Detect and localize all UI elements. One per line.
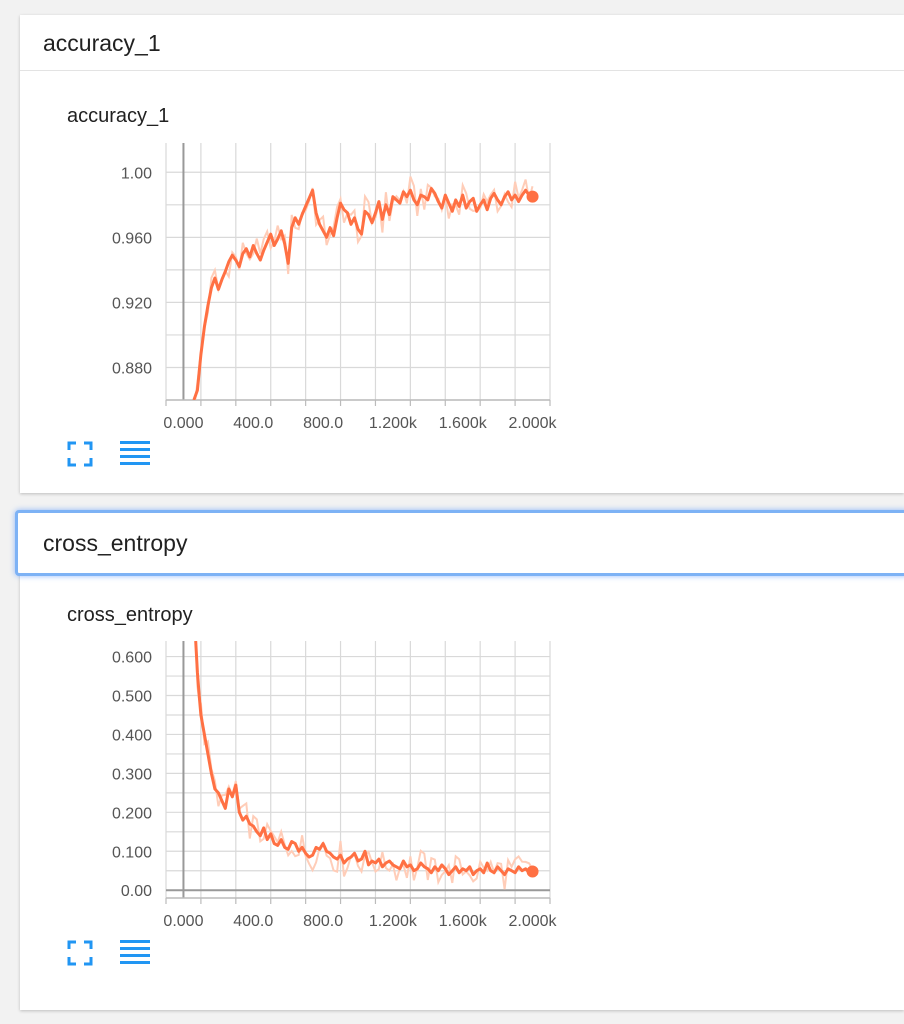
fullscreen-icon (67, 940, 93, 966)
x-tick-label: 400.0 (233, 415, 273, 432)
cross-entropy-card-header[interactable]: cross_entropy (15, 510, 904, 576)
grid (165, 143, 551, 401)
toggle-data-button[interactable] (120, 439, 150, 467)
y-tick-label: 0.920 (112, 295, 152, 312)
accuracy-chart[interactable]: 0.000 400.0 800.0 1.200k 1.600k 2.000k 0.880 0.… (80, 143, 560, 432)
y-tick-label: 0.200 (112, 805, 152, 822)
raw-series-line (194, 176, 534, 400)
y-tick-label: 0.500 (112, 689, 152, 706)
fullscreen-icon (67, 441, 93, 467)
y-tick-label: 0.00 (121, 883, 152, 900)
x-tick-label: 2.000k (509, 415, 558, 432)
cross-entropy-card: cross_entropy cross_entropy 0.000 400.0 80… (15, 510, 904, 1010)
x-tick-label: 0.000 (163, 415, 203, 432)
y-tick-label: 0.880 (112, 360, 152, 377)
toggle-data-button[interactable] (120, 938, 150, 966)
x-tick-label: 1.600k (439, 913, 488, 930)
x-tick-label: 0.000 (163, 913, 203, 930)
raw-series-line (194, 641, 534, 890)
expand-chart-button[interactable] (67, 441, 93, 467)
list-icon (120, 441, 150, 465)
cross-entropy-chart[interactable]: 0.000 400.0 800.0 1.200k 1.600k 2.000k 0.00 0.1… (80, 641, 560, 930)
last-point-marker (526, 865, 539, 878)
smoothed-series-line (194, 641, 533, 877)
y-tick-label: 0.600 (112, 650, 152, 667)
list-icon (120, 940, 150, 964)
x-tick-label: 400.0 (233, 913, 273, 930)
x-tick-label: 800.0 (303, 913, 343, 930)
expand-chart-button[interactable] (67, 940, 93, 966)
cross-entropy-chart-title: cross_entropy (67, 604, 193, 626)
x-tick-label: 1.200k (369, 415, 418, 432)
y-tick-label: 0.960 (112, 230, 152, 247)
x-tick-label: 800.0 (303, 415, 343, 432)
y-tick-label: 0.100 (112, 844, 152, 861)
y-tick-label: 1.00 (121, 165, 152, 182)
y-tick-label: 0.400 (112, 727, 152, 744)
accuracy-card: accuracy_1 accuracy_1 0.000 400.0 800.0 1.2… (20, 15, 904, 493)
accuracy-card-header[interactable]: accuracy_1 (20, 15, 904, 71)
x-tick-label: 2.000k (509, 913, 558, 930)
x-tick-label: 1.200k (369, 913, 418, 930)
x-tick-label: 1.600k (439, 415, 488, 432)
smoothed-series-line (192, 187, 534, 400)
accuracy-chart-title: accuracy_1 (67, 105, 170, 127)
y-tick-label: 0.300 (112, 766, 152, 783)
last-point-marker (526, 190, 539, 203)
